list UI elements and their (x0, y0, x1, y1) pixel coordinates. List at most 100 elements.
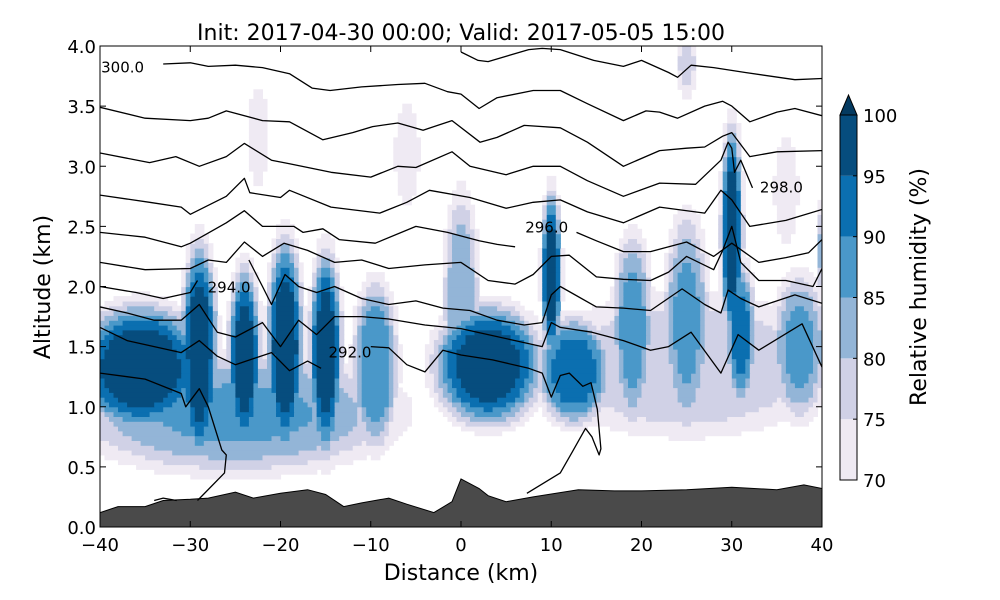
rh-band-95-100 (456, 353, 521, 360)
rh-band-80-85 (267, 315, 273, 321)
rh-band-85-90 (555, 305, 561, 312)
rh-band-75-80 (718, 214, 724, 220)
rh-band-80-85 (749, 344, 755, 350)
rh-band-80-85 (388, 401, 394, 408)
rh-band-75-80 (817, 214, 822, 220)
rh-band-75-80 (339, 339, 345, 345)
rh-band-90-95 (560, 339, 588, 345)
rh-band-80-85 (722, 300, 728, 307)
rh-band-75-80 (646, 305, 652, 312)
rh-band-70-75 (438, 320, 448, 326)
rh-band-80-85 (384, 411, 390, 417)
rh-band-95-100 (194, 411, 205, 417)
rh-band-70-75 (745, 411, 796, 417)
rh-band-85-90 (361, 358, 390, 364)
rh-band-70-75 (677, 74, 683, 81)
colorbar-tick-label: 95 (863, 167, 886, 188)
rh-band-75-80 (100, 426, 119, 432)
rh-band-80-85 (542, 224, 548, 230)
rh-band-75-80 (316, 262, 322, 268)
rh-band-80-85 (312, 296, 318, 302)
rh-band-75-80 (817, 315, 822, 321)
rh-band-90-95 (312, 363, 318, 369)
rh-band-80-85 (569, 416, 579, 422)
rh-band-80-85 (700, 334, 706, 340)
rh-band-90-95 (185, 320, 191, 326)
rh-band-80-85 (749, 353, 755, 360)
rh-band-80-85 (388, 325, 394, 331)
rh-band-70-75 (772, 195, 801, 201)
rh-band-90-95 (208, 363, 214, 369)
rh-band-85-90 (542, 243, 548, 249)
rh-band-70-75 (740, 190, 746, 196)
rh-band-80-85 (267, 310, 273, 316)
rh-band-85-90 (591, 387, 602, 393)
rh-band-90-95 (722, 257, 728, 263)
rh-band-85-90 (785, 358, 814, 364)
rh-band-85-90 (673, 334, 701, 340)
rh-band-80-85 (542, 228, 548, 235)
rh-band-85-90 (673, 325, 701, 331)
rh-band-90-95 (181, 368, 191, 374)
rh-band-90-95 (312, 353, 318, 360)
rh-band-70-75 (474, 238, 480, 244)
rh-band-85-90 (185, 296, 191, 302)
rh-band-85-90 (312, 315, 318, 321)
rh-band-75-80 (352, 368, 358, 374)
rh-band-75-80 (100, 411, 106, 417)
rh-band-70-75 (546, 185, 557, 191)
rh-band-80-85 (212, 325, 218, 331)
rh-band-95-100 (316, 363, 336, 369)
rh-band-70-75 (785, 272, 814, 278)
rh-band-80-85 (785, 300, 814, 307)
rh-band-95-100 (321, 291, 331, 297)
rh-band-85-90 (727, 310, 733, 316)
rh-band-80-85 (388, 373, 394, 379)
rh-band-70-75 (533, 401, 548, 408)
rh-band-90-95 (736, 204, 742, 211)
rh-band-85-90 (294, 406, 313, 413)
rh-band-70-75 (776, 219, 796, 225)
rh-band-80-85 (298, 358, 304, 364)
rh-band-75-80 (546, 190, 557, 196)
rh-band-80-85 (682, 401, 692, 408)
rh-band-70-75 (442, 272, 448, 278)
rh-band-80-85 (528, 382, 539, 389)
rh-band-90-95 (230, 358, 236, 364)
rh-band-80-85 (736, 166, 742, 172)
rh-band-80-85 (700, 310, 706, 316)
rh-band-75-80 (474, 281, 480, 288)
rh-band-80-85 (298, 426, 318, 432)
rh-band-90-95 (104, 397, 119, 403)
rh-band-70-75 (528, 320, 539, 326)
rh-band-70-75 (776, 147, 796, 153)
rh-band-85-90 (447, 334, 458, 340)
rh-band-70-75 (424, 358, 430, 364)
rh-band-90-95 (208, 397, 214, 403)
rh-band-70-75 (442, 411, 453, 417)
rh-band-75-80 (736, 147, 742, 153)
rh-band-70-75 (646, 262, 652, 268)
rh-band-95-100 (235, 339, 254, 345)
rh-band-95-100 (190, 401, 209, 408)
rh-band-75-80 (682, 70, 692, 76)
rh-band-70-75 (397, 180, 417, 187)
rh-band-70-75 (664, 286, 670, 292)
rh-band-95-100 (321, 300, 331, 307)
rh-band-75-80 (442, 296, 448, 302)
rh-band-85-90 (312, 392, 318, 398)
rh-band-90-95 (731, 353, 751, 360)
rh-band-75-80 (307, 334, 313, 340)
rh-band-75-80 (447, 243, 453, 249)
rh-band-75-80 (339, 373, 349, 379)
rh-band-75-80 (641, 392, 679, 398)
rh-band-75-80 (307, 353, 313, 360)
rh-band-80-85 (447, 272, 476, 278)
rh-band-90-95 (316, 296, 322, 302)
rh-band-80-85 (745, 382, 751, 389)
rh-band-80-85 (542, 353, 548, 360)
rh-band-70-75 (537, 392, 543, 398)
rh-band-70-75 (560, 248, 566, 254)
rh-band-80-85 (677, 397, 697, 403)
rh-band-70-75 (248, 161, 268, 167)
